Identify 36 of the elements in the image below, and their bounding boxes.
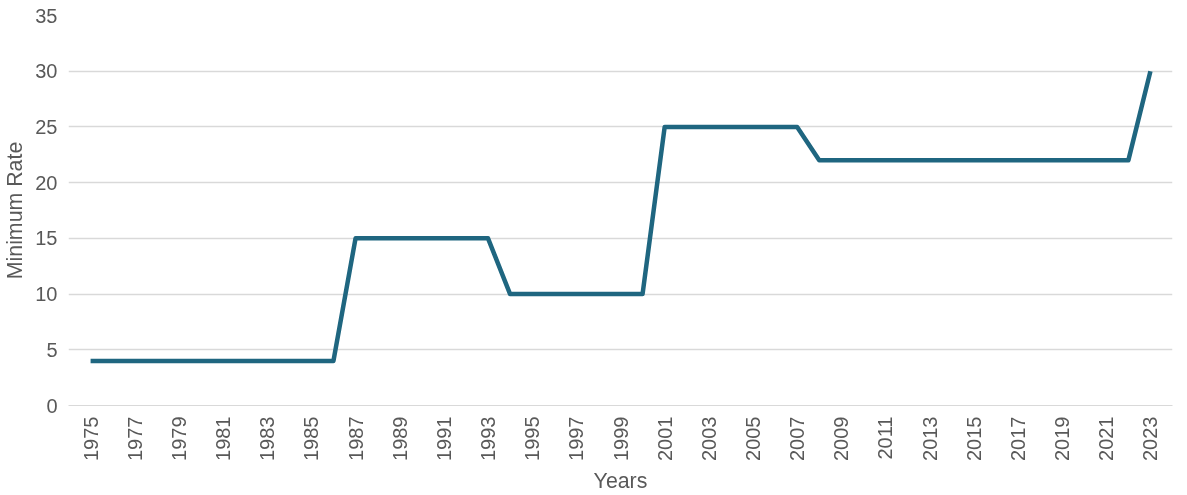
y-tick-label: 20	[35, 171, 58, 194]
x-tick-label: 1987	[344, 416, 367, 461]
x-tick-label: 1997	[565, 416, 588, 461]
x-tick-label: 2011	[874, 416, 897, 460]
x-tick-label: 1975	[79, 416, 102, 461]
y-tick-label: 30	[35, 60, 58, 83]
x-tick-label: 1981	[212, 416, 235, 461]
x-tick-label: 1995	[521, 416, 544, 461]
x-tick-label: 2019	[1051, 416, 1074, 461]
x-tick-label: 2017	[1006, 416, 1029, 461]
y-tick-label: 10	[35, 283, 58, 306]
x-tick-label: 2001	[653, 416, 676, 461]
x-tick-label: 2021	[1095, 416, 1118, 461]
x-tick-label: 1985	[300, 416, 323, 461]
y-axis-title: Minimum Rate	[3, 141, 28, 280]
y-tick-label: 25	[35, 115, 58, 138]
y-tick-label: 15	[35, 227, 58, 250]
x-tick-label: 1991	[432, 416, 455, 461]
x-tick-label: 2003	[697, 416, 720, 461]
x-tick-label: 2023	[1139, 416, 1162, 461]
x-tick-label: 2005	[741, 416, 764, 461]
y-tick-label: 35	[35, 4, 58, 27]
x-tick-label: 1979	[167, 416, 190, 461]
x-tick-label: 2015	[962, 416, 985, 461]
x-tick-label: 1977	[123, 416, 146, 461]
line-series	[88, 68, 1153, 364]
y-tick-label: 5	[46, 338, 58, 361]
x-axis-title: Years	[593, 468, 648, 493]
x-tick-label: 1983	[256, 416, 279, 461]
x-tick-label: 2009	[830, 416, 853, 461]
x-tick-label: 1993	[477, 416, 500, 461]
y-tick-label: 0	[46, 394, 58, 417]
x-tick-label: 2007	[786, 416, 809, 461]
x-tick-label: 1989	[388, 416, 411, 461]
x-tick-label: 2013	[918, 416, 941, 461]
x-tick-label: 1999	[609, 416, 632, 461]
